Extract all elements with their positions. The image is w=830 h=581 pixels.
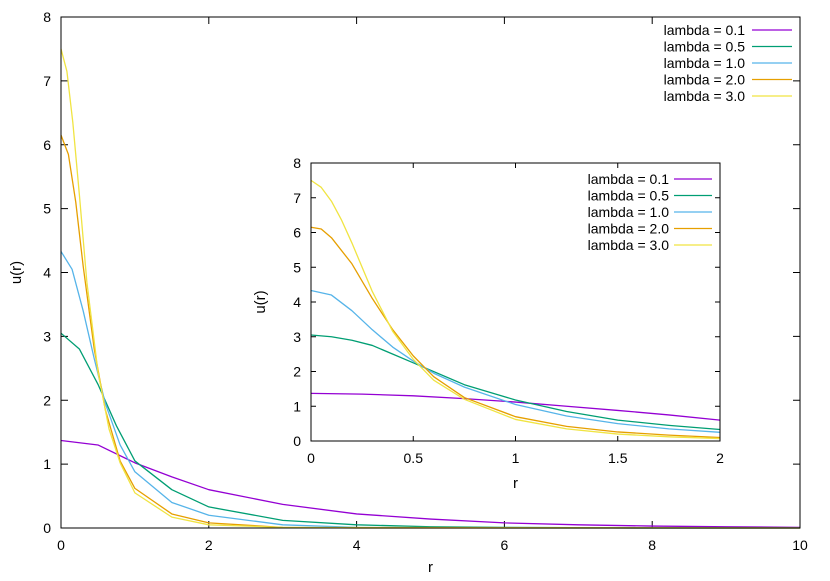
- x-axis-label: r: [513, 475, 518, 492]
- y-tick-label: 7: [43, 73, 51, 89]
- legend-label: lambda = 0.5: [588, 188, 670, 204]
- y-tick-label: 2: [43, 392, 51, 408]
- plot-frame: [310, 162, 721, 442]
- legend-label: lambda = 2.0: [588, 221, 670, 237]
- x-tick-label: 1.5: [608, 450, 628, 466]
- x-tick-label: 6: [501, 537, 509, 553]
- y-tick-label: 8: [293, 155, 301, 171]
- y-tick-label: 5: [293, 259, 301, 275]
- y-tick-label: 4: [43, 265, 51, 281]
- y-tick-label: 8: [43, 9, 51, 25]
- x-axis-label: r: [428, 559, 433, 576]
- series-line: [310, 289, 721, 433]
- x-tick-label: 2: [716, 450, 724, 466]
- plot-frame: [60, 16, 801, 529]
- series-line: [310, 179, 721, 440]
- legend-label: lambda = 2.0: [664, 72, 746, 88]
- series-line: [310, 334, 721, 431]
- y-tick-label: 1: [293, 398, 301, 414]
- y-tick-label: 3: [293, 329, 301, 345]
- x-tick-label: 0: [57, 537, 65, 553]
- legend-label: lambda = 0.1: [664, 22, 746, 38]
- legend-label: lambda = 0.1: [588, 171, 670, 187]
- legend-label: lambda = 0.5: [664, 39, 746, 55]
- legend-label: lambda = 1.0: [664, 55, 746, 71]
- legend-label: lambda = 1.0: [588, 204, 670, 220]
- x-tick-label: 2: [205, 537, 213, 553]
- x-tick-label: 10: [792, 537, 808, 553]
- series-line: [60, 439, 801, 529]
- y-tick-label: 1: [43, 456, 51, 472]
- legend-label: lambda = 3.0: [588, 237, 670, 253]
- x-tick-label: 0: [307, 450, 315, 466]
- x-tick-label: 1: [512, 450, 520, 466]
- y-tick-label: 6: [43, 137, 51, 153]
- series-line: [310, 392, 721, 421]
- y-axis-label: u(r): [8, 261, 25, 284]
- legend-label: lambda = 3.0: [664, 88, 746, 104]
- x-tick-label: 0.5: [404, 450, 424, 466]
- y-tick-label: 2: [293, 364, 301, 380]
- y-axis-label: u(r): [252, 290, 269, 313]
- y-tick-label: 5: [43, 201, 51, 217]
- series-line: [310, 226, 721, 439]
- series-line: [60, 48, 801, 529]
- x-tick-label: 8: [648, 537, 656, 553]
- y-tick-label: 3: [43, 328, 51, 344]
- y-tick-label: 0: [43, 520, 51, 536]
- y-tick-label: 4: [293, 294, 301, 310]
- y-tick-label: 0: [293, 433, 301, 449]
- y-tick-label: 7: [293, 190, 301, 206]
- y-tick-label: 6: [293, 225, 301, 241]
- x-tick-label: 4: [353, 537, 361, 553]
